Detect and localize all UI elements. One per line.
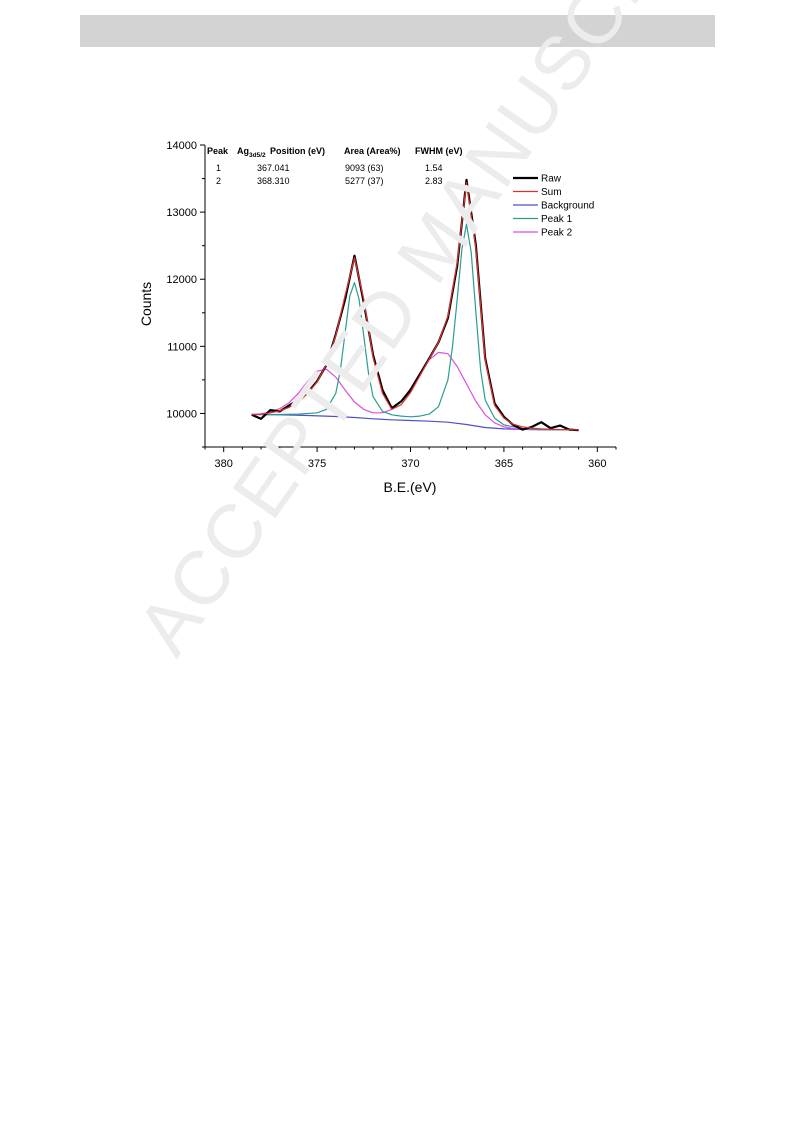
table-header-peak: Peak	[207, 146, 229, 156]
x-tick-label: 365	[495, 458, 513, 470]
header-bar	[80, 15, 715, 47]
table-cell: 1.54	[425, 163, 443, 173]
series-line-peak-2	[251, 351, 579, 431]
y-tick-label: 14000	[166, 140, 197, 152]
legend-label: Raw	[541, 174, 562, 185]
y-tick-label: 11000	[167, 341, 197, 353]
table-cell: 1	[216, 163, 221, 173]
table-cell: 2.83	[425, 176, 443, 186]
y-ticks: 10000 11000 12000 13000 14000	[166, 140, 205, 448]
table-header-fwhm: FWHM (eV)	[415, 146, 463, 156]
table-header-position: Position (eV)	[270, 146, 325, 156]
table-header-orbital: 3d5/2	[249, 152, 266, 159]
series-line-peak-1	[251, 223, 579, 431]
table-cell: 367.041	[257, 163, 290, 173]
x-ticks: 380 375 370 365 360	[204, 447, 617, 470]
series-layer	[251, 178, 579, 432]
legend-label: Peak 2	[541, 228, 573, 239]
x-axis-label: B.E.(eV)	[384, 479, 437, 495]
series-line-raw	[251, 178, 579, 432]
y-tick-label: 12000	[166, 274, 197, 286]
chart-legend: Raw Sum Background Peak 1 Peak 2	[513, 174, 594, 239]
table-cell: 368.310	[257, 176, 290, 186]
legend-label: Sum	[541, 187, 562, 198]
legend-label: Background	[541, 201, 594, 212]
table-cell: 5277 (37)	[345, 176, 384, 186]
x-tick-label: 380	[215, 458, 233, 470]
series-line-sum	[251, 182, 579, 431]
x-tick-label: 370	[401, 458, 419, 470]
results-table: Peak Ag3d5/2 Position (eV) Area (Area%) …	[207, 146, 463, 186]
x-tick-label: 360	[588, 458, 606, 470]
table-cell: 2	[216, 176, 221, 186]
table-header-area: Area (Area%)	[344, 146, 401, 156]
x-tick-label: 375	[308, 458, 326, 470]
y-axis-label: Counts	[138, 282, 154, 326]
table-header-species: Ag3d5/2	[237, 146, 266, 159]
table-header-element: Ag	[237, 146, 249, 156]
table-cell: 9093 (63)	[345, 163, 384, 173]
legend-label: Peak 1	[541, 214, 573, 225]
y-tick-label: 13000	[166, 207, 197, 219]
y-tick-label: 10000	[166, 408, 197, 420]
